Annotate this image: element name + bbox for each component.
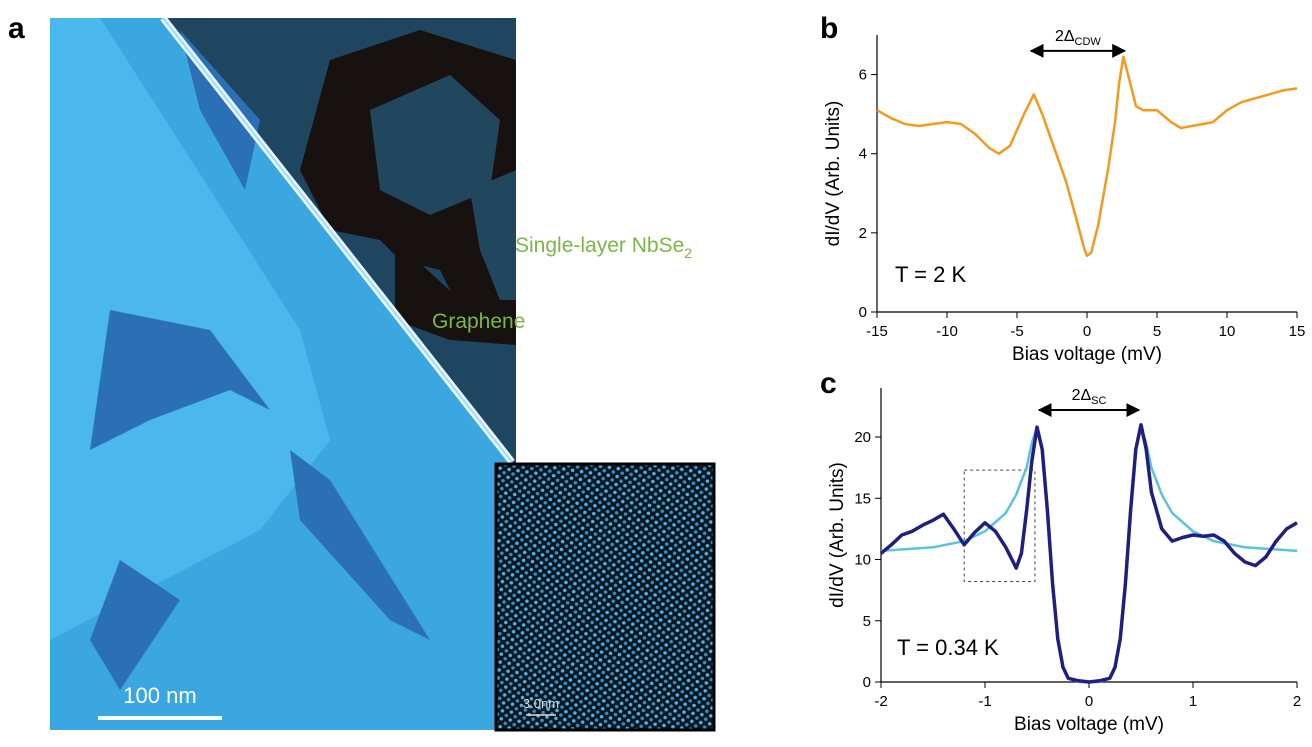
y-tick-label: 0 — [859, 304, 867, 321]
annotation: T = 0.34 K — [897, 635, 999, 660]
inset-image — [494, 462, 716, 732]
gap-label: 2ΔCDW — [1055, 28, 1101, 48]
data-line — [879, 423, 1298, 684]
gap-label-sub: SC — [1091, 395, 1106, 407]
inset-scale-label: 3.0nm — [523, 696, 559, 711]
gap-label: 2ΔSC — [1072, 387, 1107, 407]
gap-label-main: 2Δ — [1055, 28, 1075, 45]
y-tick-label: 0 — [863, 674, 871, 691]
x-tick-label: 5 — [1153, 323, 1161, 340]
x-tick-label: -1 — [978, 693, 991, 710]
panel-label: a — [8, 12, 25, 45]
x-tick-label: 10 — [1219, 323, 1236, 340]
y-axis-label: dI/dV (Arb. Units) — [827, 462, 848, 608]
x-axis-label: Bias voltage (mV) — [1014, 714, 1164, 735]
y-tick-label: 15 — [854, 490, 871, 507]
gap-label-sub: CDW — [1075, 36, 1102, 48]
y-tick-label: 4 — [859, 146, 867, 163]
x-tick-label: -5 — [1010, 323, 1023, 340]
panel-label: c — [820, 367, 837, 400]
highlight-box — [963, 469, 1036, 583]
x-tick-label: 2 — [1293, 693, 1301, 710]
y-tick-label: 5 — [863, 613, 871, 630]
x-tick-label: -10 — [936, 323, 958, 340]
image-label: Graphene — [432, 310, 525, 333]
x-tick-label: 0 — [1085, 693, 1093, 710]
x-tick-label: -15 — [866, 323, 888, 340]
gap-label-main: 2Δ — [1072, 387, 1092, 404]
y-tick-label: 2 — [859, 225, 867, 242]
label-text: Single-layer NbSe — [515, 234, 684, 257]
scale-bar-label: 100 nm — [123, 683, 196, 708]
y-tick-label: 20 — [854, 429, 871, 446]
x-tick-label: 1 — [1189, 693, 1197, 710]
x-tick-label: 15 — [1289, 323, 1306, 340]
panel-label: b — [820, 12, 838, 45]
data-line — [876, 55, 1298, 258]
x-tick-label: 0 — [1083, 323, 1091, 340]
stm-image — [50, 18, 516, 730]
x-tick-label: -2 — [874, 693, 887, 710]
y-axis-label: dI/dV (Arb. Units) — [823, 101, 844, 247]
y-tick-label: 10 — [854, 552, 871, 569]
label-sub: 2 — [684, 245, 692, 261]
annotation: T = 2 K — [895, 262, 966, 287]
x-axis-label: Bias voltage (mV) — [1012, 344, 1162, 365]
y-tick-label: 6 — [859, 67, 867, 84]
image-label: Single-layer NbSe2 — [515, 234, 692, 261]
